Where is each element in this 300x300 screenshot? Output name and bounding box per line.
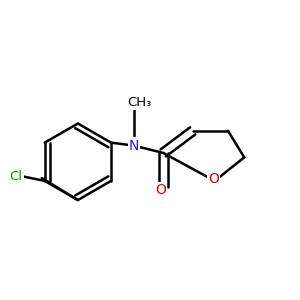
Text: Cl: Cl [10,170,22,183]
Text: O: O [208,172,219,186]
Text: CH₃: CH₃ [128,96,152,110]
Text: N: N [129,139,139,153]
Text: O: O [155,183,166,197]
